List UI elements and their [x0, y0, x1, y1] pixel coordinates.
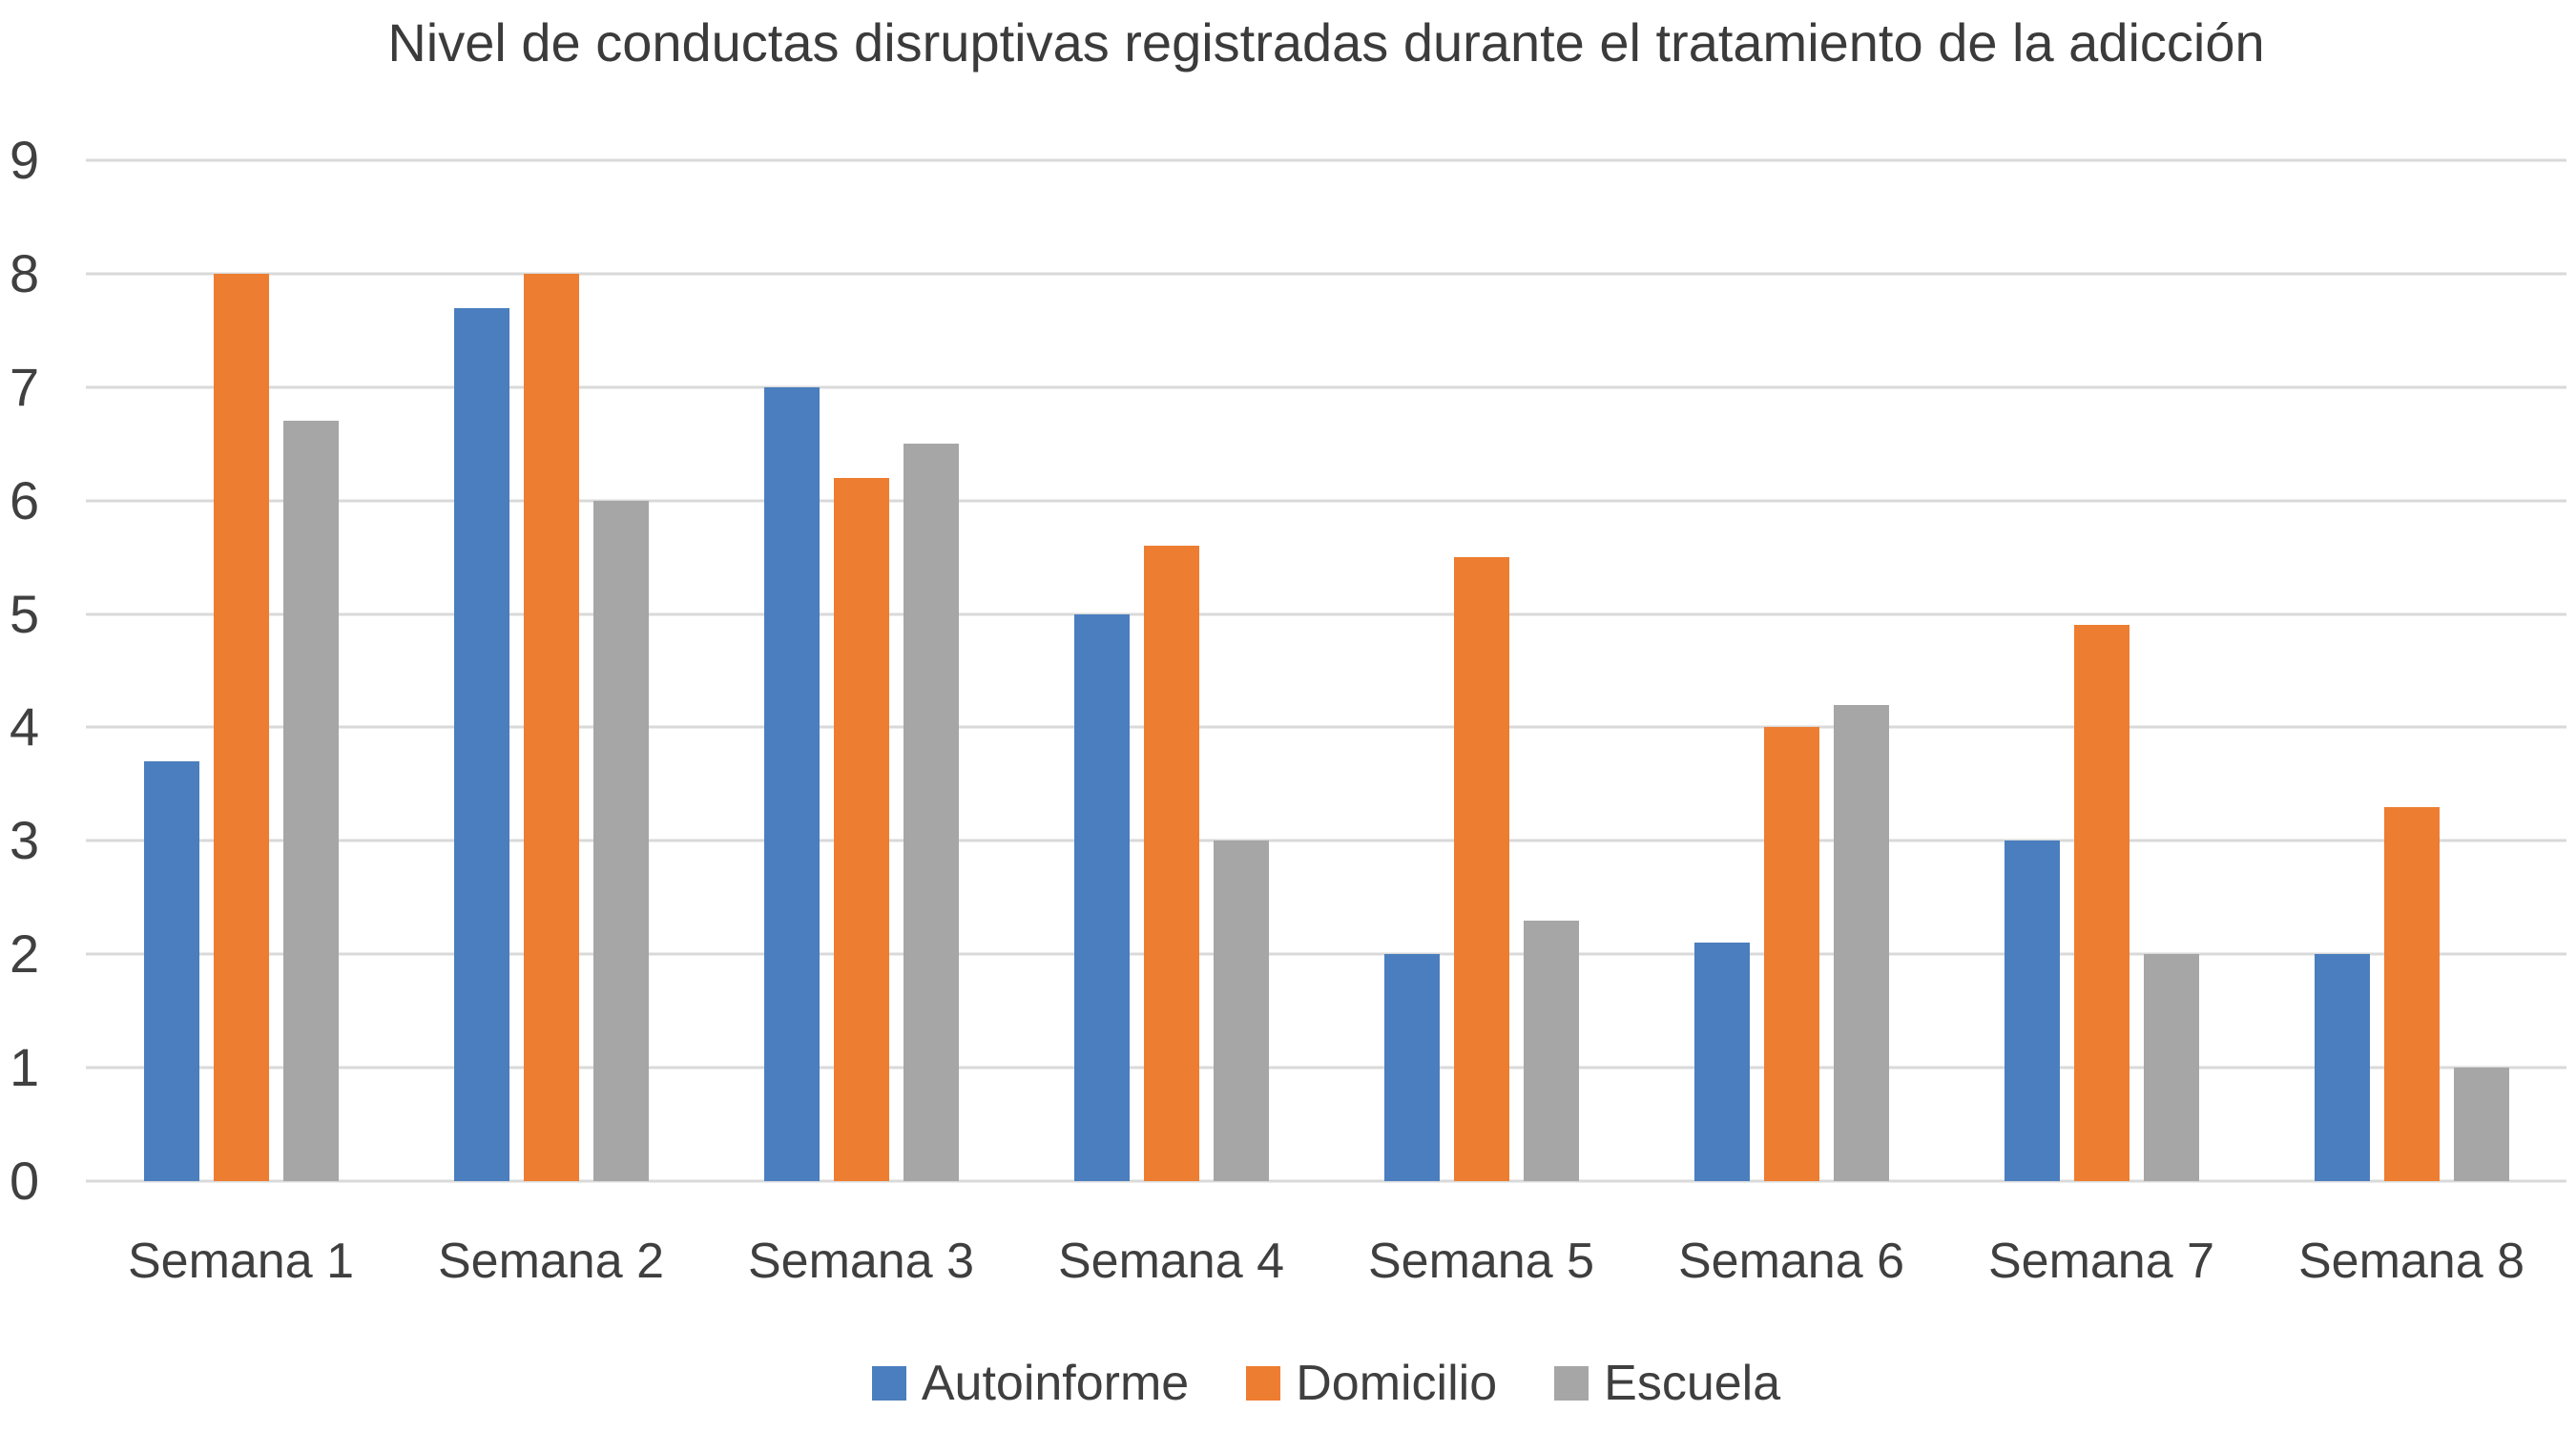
gridline-8 — [86, 272, 2566, 276]
gridline-5 — [86, 612, 2566, 616]
bar-domicilio-3 — [833, 477, 889, 1181]
y-tick-label-0: 0 — [10, 1151, 40, 1211]
bar-escuela-5 — [1523, 920, 1579, 1181]
bar-domicilio-2 — [523, 273, 579, 1181]
gridline-9 — [86, 158, 2566, 162]
bar-autoinforme-2 — [453, 307, 509, 1181]
gridline-3 — [86, 839, 2566, 842]
x-tick-label-2: Semana 2 — [437, 1234, 665, 1289]
y-tick-label-6: 6 — [10, 469, 40, 530]
bar-group-4 — [1073, 160, 1269, 1181]
gridline-0 — [86, 1179, 2566, 1183]
bar-autoinforme-8 — [2314, 954, 2370, 1181]
legend-label-escuela: Escuela — [1604, 1356, 1781, 1411]
x-tick-label-5: Semana 5 — [1367, 1234, 1595, 1289]
x-tick-label-3: Semana 3 — [747, 1234, 975, 1289]
x-axis-labels: Semana 1 Semana 2 Semana 3 Semana 4 Semana 5… — [86, 1233, 2566, 1290]
gridline-7 — [86, 385, 2566, 389]
legend-item-autoinforme: Autoinforme — [871, 1355, 1190, 1412]
bar-group-6 — [1693, 160, 1889, 1181]
gridline-2 — [86, 952, 2566, 956]
gridline-1 — [86, 1066, 2566, 1069]
bar-escuela-7 — [2143, 954, 2199, 1181]
legend-label-domicilio: Domicilio — [1296, 1356, 1498, 1411]
legend: Autoinforme Domicilio Escuela — [86, 1355, 2566, 1412]
bar-escuela-8 — [2453, 1068, 2509, 1181]
bar-autoinforme-7 — [2004, 841, 2060, 1181]
legend-swatch-autoinforme — [871, 1366, 906, 1401]
x-tick-label-4: Semana 4 — [1057, 1234, 1285, 1289]
y-tick-label-5: 5 — [10, 583, 40, 644]
legend-item-domicilio: Domicilio — [1246, 1355, 1497, 1412]
bar-group-1 — [143, 160, 339, 1181]
plot-area — [86, 158, 2566, 1183]
legend-label-autoinforme: Autoinforme — [921, 1356, 1190, 1411]
bar-domicilio-6 — [1763, 727, 1819, 1181]
gridline-4 — [86, 725, 2566, 729]
bar-domicilio-5 — [1453, 557, 1509, 1181]
bar-domicilio-4 — [1143, 546, 1199, 1181]
x-tick-label-6: Semana 6 — [1677, 1234, 1905, 1289]
y-tick-label-2: 2 — [10, 924, 40, 985]
y-tick-label-3: 3 — [10, 810, 40, 871]
legend-item-escuela: Escuela — [1554, 1355, 1780, 1412]
bar-group-5 — [1383, 160, 1579, 1181]
bar-autoinforme-3 — [763, 386, 820, 1181]
x-tick-label-7: Semana 7 — [1987, 1234, 2215, 1289]
bar-group-2 — [453, 160, 649, 1181]
bar-escuela-1 — [282, 421, 339, 1181]
bar-autoinforme-6 — [1693, 943, 1750, 1181]
bar-group-8 — [2314, 160, 2509, 1181]
bar-autoinforme-4 — [1073, 613, 1130, 1181]
bar-escuela-2 — [592, 500, 649, 1181]
bar-groups — [86, 160, 2566, 1181]
bar-escuela-3 — [903, 444, 959, 1181]
y-tick-label-4: 4 — [10, 696, 40, 758]
y-tick-label-7: 7 — [10, 356, 40, 417]
bar-autoinforme-5 — [1383, 954, 1440, 1181]
bar-group-7 — [2004, 160, 2199, 1181]
bar-escuela-6 — [1833, 704, 1889, 1181]
y-tick-label-9: 9 — [10, 130, 40, 190]
gridline-6 — [86, 499, 2566, 503]
y-tick-label-8: 8 — [10, 242, 40, 303]
y-tick-label-1: 1 — [10, 1037, 40, 1098]
bar-autoinforme-1 — [143, 761, 199, 1181]
legend-swatch-escuela — [1554, 1366, 1589, 1401]
x-tick-label-8: Semana 8 — [2297, 1234, 2525, 1289]
bar-escuela-4 — [1213, 841, 1269, 1181]
legend-swatch-domicilio — [1246, 1366, 1281, 1401]
x-tick-label-1: Semana 1 — [127, 1234, 355, 1289]
chart-title: Nivel de conductas disruptivas registrad… — [387, 12, 2265, 73]
bar-group-3 — [763, 160, 959, 1181]
bar-domicilio-8 — [2383, 806, 2440, 1181]
bar-domicilio-7 — [2073, 625, 2129, 1181]
bar-domicilio-1 — [213, 273, 269, 1181]
